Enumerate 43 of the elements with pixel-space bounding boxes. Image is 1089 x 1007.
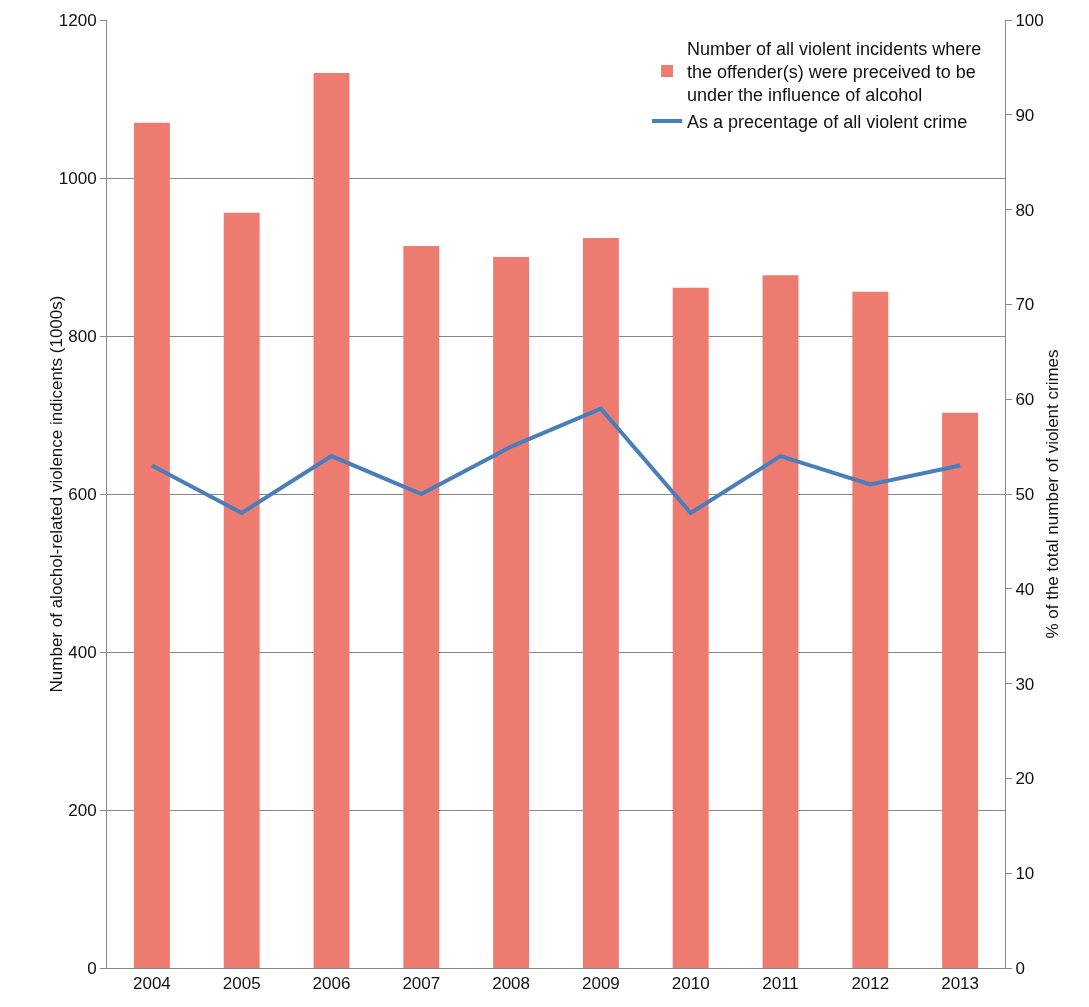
- x-tick-label: 2005: [222, 974, 261, 994]
- bar: [852, 291, 889, 968]
- line-series: [149, 406, 963, 515]
- legend-label: Number of all violent incidents where the offender(s) were preceived to be under the influence of alcohol: [687, 38, 982, 106]
- legend-label: As a precentage of all violent crime: [687, 111, 968, 132]
- y2-axis-title: % of the total number of violent crimes: [1042, 349, 1062, 639]
- y2-tick-label: 80: [1015, 200, 1035, 220]
- bar: [313, 72, 350, 968]
- x-tick-label: 2007: [402, 974, 441, 994]
- y2-tick-label: 60: [1015, 390, 1035, 410]
- y2-tick-label: 10: [1015, 864, 1035, 884]
- y-tick-label: 0: [87, 958, 97, 978]
- y-axis-title: Number of alochol-related violence indicents (1000s): [47, 295, 67, 693]
- x-tick-label: 2004: [132, 974, 171, 994]
- y-tick-label: 1200: [58, 10, 97, 30]
- y-tick-label: 200: [68, 800, 97, 820]
- y2-tick-label: 100: [1015, 10, 1044, 30]
- bar: [493, 257, 530, 968]
- x-tick-label: 2013: [941, 974, 980, 994]
- bar: [762, 275, 799, 968]
- x-tick-label: 2008: [492, 974, 531, 994]
- y2-tick-label: 90: [1015, 105, 1035, 125]
- bar: [582, 238, 619, 968]
- x-tick-label: 2011: [762, 974, 799, 994]
- x-tick-label: 2012: [851, 974, 890, 994]
- y2-tick-label: 40: [1015, 579, 1035, 599]
- y-tick-label: 600: [68, 484, 97, 504]
- y-tick-label: 400: [68, 642, 97, 662]
- y2-tick-label: 0: [1015, 958, 1025, 978]
- y2-tick-label: 50: [1015, 484, 1035, 504]
- y2-tick-label: 20: [1015, 769, 1035, 789]
- bar: [223, 212, 260, 968]
- x-tick-label: 2010: [671, 974, 710, 994]
- y2-tick-label: 70: [1015, 295, 1035, 315]
- x-tick-label: 2009: [581, 974, 620, 994]
- bar: [672, 287, 709, 968]
- y2-tick-label: 30: [1015, 674, 1035, 694]
- bar: [133, 122, 170, 968]
- bar: [942, 412, 979, 968]
- bar: [403, 245, 440, 968]
- x-tick-label: 2006: [312, 974, 351, 994]
- y-tick-label: 800: [68, 326, 97, 346]
- y-tick-label: 1000: [58, 168, 97, 188]
